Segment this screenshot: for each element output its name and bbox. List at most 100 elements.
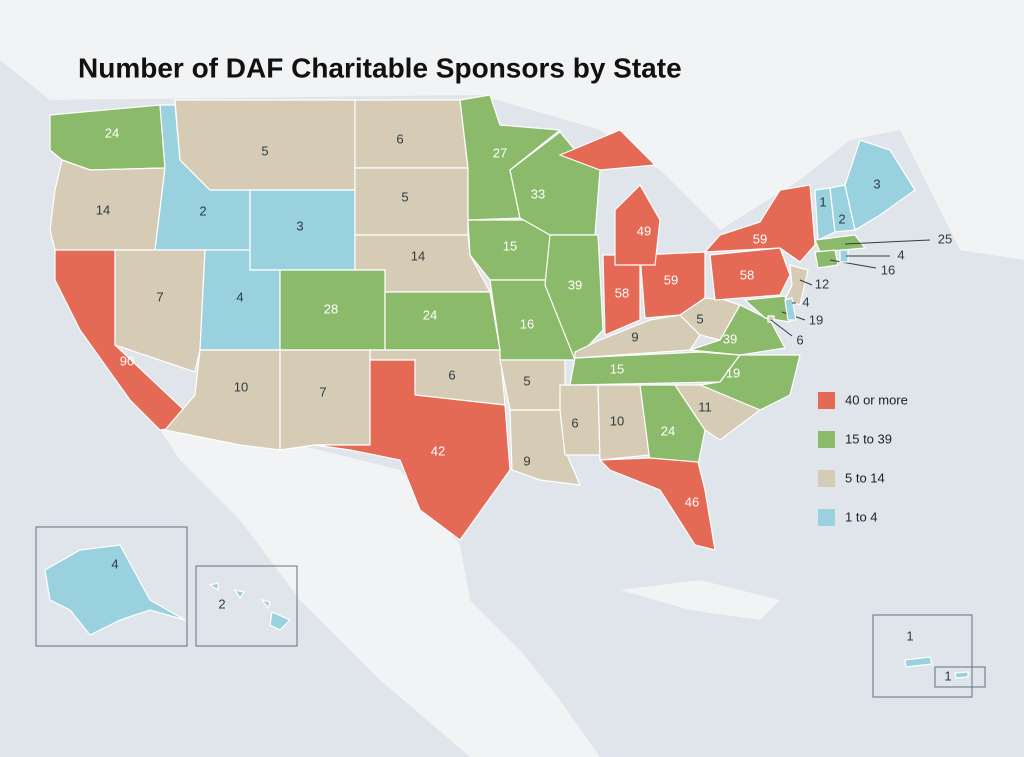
legend-swatch — [818, 431, 835, 448]
state-value: 2 — [838, 211, 845, 226]
state-value: 3 — [873, 176, 880, 191]
state-value: 2 — [218, 596, 225, 611]
state-value: 2 — [199, 203, 206, 218]
state-value: 28 — [324, 301, 338, 316]
legend-label: 5 to 14 — [845, 470, 885, 485]
state — [260, 599, 271, 610]
state — [354, 99, 469, 169]
state-value: 49 — [637, 223, 651, 238]
state-value: 7 — [156, 289, 163, 304]
state-value: 7 — [319, 384, 326, 399]
state — [814, 234, 867, 253]
legend-swatch — [818, 470, 835, 487]
state — [703, 184, 816, 263]
state-value: 11 — [698, 399, 712, 414]
state-value: 4 — [802, 294, 809, 309]
state — [784, 297, 797, 321]
state-value: 59 — [664, 272, 678, 287]
state — [673, 384, 762, 441]
pr-inset — [872, 614, 973, 698]
state-value: 10 — [610, 413, 624, 428]
state-value: 24 — [423, 307, 437, 322]
state — [208, 582, 219, 592]
state-value: 9 — [523, 453, 530, 468]
legend-label: 15 to 39 — [845, 431, 892, 446]
alaska-inset — [35, 526, 188, 647]
state — [814, 249, 839, 269]
hawaii-inset — [195, 565, 298, 647]
state-value: 24 — [105, 125, 119, 140]
state-value: 3 — [296, 218, 303, 233]
leader-line — [799, 279, 813, 286]
state-value: 1 — [944, 668, 951, 683]
state — [954, 671, 969, 679]
state — [269, 611, 292, 631]
state — [354, 167, 469, 236]
leader-line — [829, 259, 877, 269]
state-value: 10 — [234, 379, 248, 394]
state-value: 15 — [503, 238, 517, 253]
legend-label: 40 or more — [845, 392, 908, 407]
state-value: 9 — [631, 329, 638, 344]
state-value: 46 — [685, 494, 699, 509]
state-value: 6 — [448, 367, 455, 382]
vi-inset — [934, 666, 986, 688]
mexico — [160, 425, 600, 757]
canada — [0, 0, 1024, 260]
state-value: 24 — [661, 423, 675, 438]
state-value: 14 — [411, 248, 425, 263]
state — [314, 359, 511, 541]
state-value: 39 — [568, 277, 582, 292]
state — [904, 656, 933, 668]
legend-label: 1 to 4 — [845, 509, 878, 524]
state-value: 5 — [696, 311, 703, 326]
state-value: 4 — [111, 556, 118, 571]
state — [279, 349, 371, 451]
cuba — [620, 580, 780, 620]
state-value: 16 — [881, 262, 895, 277]
leader-line — [770, 319, 793, 337]
state-value: 59 — [753, 231, 767, 246]
state — [44, 544, 186, 636]
state — [114, 249, 206, 373]
state — [384, 291, 501, 351]
state-value: 58 — [740, 267, 754, 282]
state-value: 58 — [615, 285, 629, 300]
state — [844, 139, 916, 231]
state-value: 15 — [610, 361, 624, 376]
state-value: 33 — [531, 186, 545, 201]
state-value: 16 — [520, 316, 534, 331]
state-value: 4 — [897, 247, 904, 262]
state — [639, 384, 706, 466]
state-value: 42 — [431, 443, 445, 458]
state-value: 12 — [815, 276, 829, 291]
state — [499, 359, 566, 411]
leader-line — [844, 239, 931, 245]
state-value: 5 — [523, 373, 530, 388]
state-value: 1 — [819, 194, 826, 209]
map-title: Number of DAF Charitable Sponsors by Sta… — [78, 52, 682, 83]
state-value: 5 — [261, 143, 268, 158]
state — [614, 184, 661, 266]
state-value: 4 — [236, 289, 243, 304]
state-value: 14 — [96, 202, 110, 217]
state — [233, 589, 245, 600]
state — [558, 129, 657, 171]
legend-swatch — [818, 509, 835, 526]
state — [559, 384, 601, 456]
state-value: 27 — [493, 145, 507, 160]
legend-swatch — [818, 392, 835, 409]
state — [839, 249, 849, 263]
state-value: 5 — [401, 189, 408, 204]
state-value: 1 — [906, 628, 913, 643]
state-value: 19 — [726, 365, 740, 380]
state-value: 6 — [571, 415, 578, 430]
state-value: 25 — [938, 231, 952, 246]
state-value: 90 — [120, 353, 134, 368]
state-value: 6 — [396, 131, 403, 146]
state-value: 39 — [723, 331, 737, 346]
state-value: 19 — [809, 312, 823, 327]
state-value: 6 — [796, 332, 803, 347]
state — [598, 457, 716, 551]
